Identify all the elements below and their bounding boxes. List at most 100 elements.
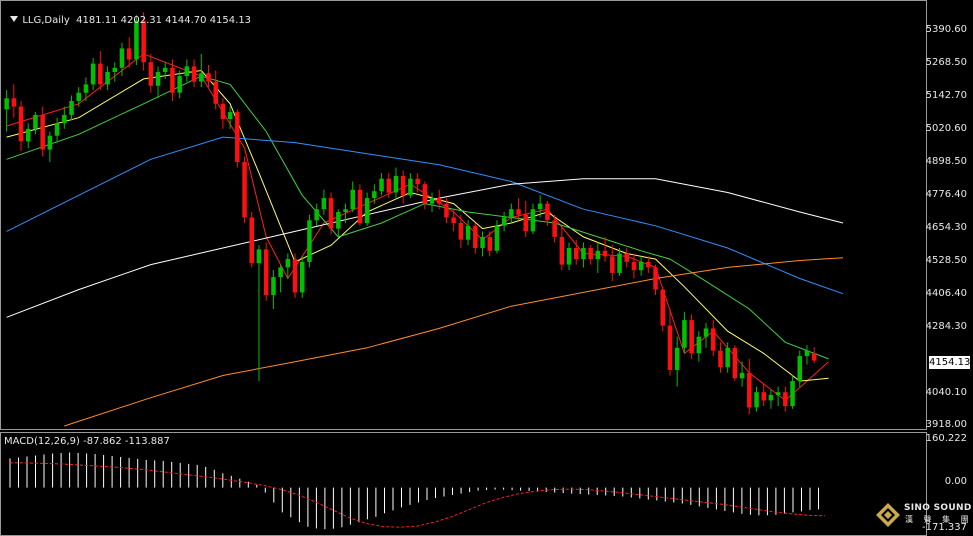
candle-body — [62, 114, 67, 124]
candle-body — [458, 223, 464, 240]
candle-body — [422, 184, 428, 204]
candle-body — [177, 76, 182, 93]
price-tick: 4284.30 — [925, 321, 967, 332]
macd-tick: -171.337 — [922, 522, 967, 533]
price-plot — [4, 12, 844, 427]
price-tick: 5142.70 — [925, 90, 967, 101]
dropdown-triangle-icon[interactable] — [10, 16, 19, 22]
candle-body — [638, 261, 644, 271]
candle-body — [26, 128, 31, 142]
price-tick: 4040.10 — [925, 387, 967, 398]
candle-body — [220, 103, 226, 119]
candle-body — [235, 112, 240, 162]
candle-body — [451, 217, 456, 223]
candle-body — [134, 20, 139, 60]
candle-body — [711, 328, 716, 351]
candle-body — [83, 84, 89, 93]
candle-body — [199, 73, 204, 82]
candle-body — [473, 225, 478, 248]
candle-body — [307, 220, 312, 262]
candle-body — [804, 350, 810, 357]
candle-body — [242, 162, 247, 218]
price-header: LLG,Daily 4181.11 4202.31 4144.70 4154.1… — [4, 4, 251, 26]
candle-body — [631, 261, 637, 271]
candle-body — [624, 253, 629, 262]
candle-body — [18, 106, 24, 142]
candle-body — [718, 350, 723, 368]
candle-body — [119, 48, 125, 68]
candle-body — [530, 209, 536, 232]
macd-signal-line — [10, 462, 826, 528]
candle-body — [602, 250, 608, 257]
candle-body — [300, 261, 305, 293]
candle-body — [732, 347, 738, 379]
candle-body — [437, 198, 442, 204]
price-panel-frame — [0, 0, 927, 430]
candle-body — [768, 394, 774, 401]
candle-body — [408, 178, 413, 196]
macd-tick: 0.00 — [944, 476, 967, 487]
price-tick: 5020.60 — [925, 123, 967, 134]
symbol-label: LLG,Daily — [22, 15, 70, 26]
candle-body — [617, 253, 622, 273]
candle-body — [184, 66, 190, 77]
candle-body — [47, 135, 53, 150]
ohlc-label: 4181.11 4202.31 4144.70 4154.13 — [76, 15, 252, 26]
candle-body — [775, 392, 781, 395]
candle-body — [379, 178, 384, 192]
candle-body — [537, 203, 543, 210]
candle-body — [141, 20, 146, 63]
candle-body — [263, 249, 269, 296]
candle-body — [566, 248, 572, 265]
candle-body — [653, 267, 658, 290]
candle-body — [98, 63, 103, 85]
candle-body — [33, 114, 38, 129]
candle-body — [393, 175, 399, 193]
candle-body — [328, 198, 334, 229]
candle-body — [314, 209, 319, 221]
last-price-badge: 4154.13 — [929, 356, 971, 369]
candle-body — [610, 256, 615, 273]
candle-body — [271, 277, 276, 296]
candle-body — [69, 101, 74, 115]
candle-body — [574, 248, 579, 260]
candle-body — [191, 66, 197, 82]
candle-body — [783, 392, 788, 407]
candle-body — [90, 63, 96, 85]
candle-body — [429, 198, 435, 204]
candle-body — [285, 259, 291, 268]
candle-body — [725, 347, 730, 368]
candle-body — [739, 372, 745, 379]
candle-body — [343, 209, 348, 212]
candle-body — [667, 325, 673, 370]
candle-body — [689, 320, 694, 354]
candle-body — [761, 392, 766, 401]
candle-body — [292, 259, 298, 293]
price-tick: 4654.30 — [925, 222, 967, 233]
logo-subtitle: 漢 聲 集 團 — [905, 515, 973, 524]
candle-body — [227, 112, 233, 119]
candle-body — [465, 225, 471, 240]
candle-body — [105, 71, 110, 85]
candle-body — [509, 209, 514, 218]
candle-body — [249, 217, 254, 264]
candle-body — [516, 209, 521, 215]
candle-body — [552, 220, 557, 237]
candle-body — [696, 336, 702, 354]
candle-body — [501, 217, 507, 226]
candle-body — [126, 48, 132, 60]
candle-body — [40, 114, 45, 150]
candle-body — [494, 225, 500, 251]
candle-body — [170, 67, 175, 93]
candle-body — [278, 267, 283, 278]
sino-sound-logo-icon — [876, 503, 900, 527]
candle-body — [206, 73, 211, 82]
candle-body — [588, 248, 593, 260]
candle-body — [372, 191, 377, 199]
candle-body — [754, 392, 759, 408]
candle-body — [256, 249, 262, 264]
candle-body — [364, 198, 370, 224]
candle-body — [321, 198, 327, 210]
candle-body — [747, 372, 752, 408]
